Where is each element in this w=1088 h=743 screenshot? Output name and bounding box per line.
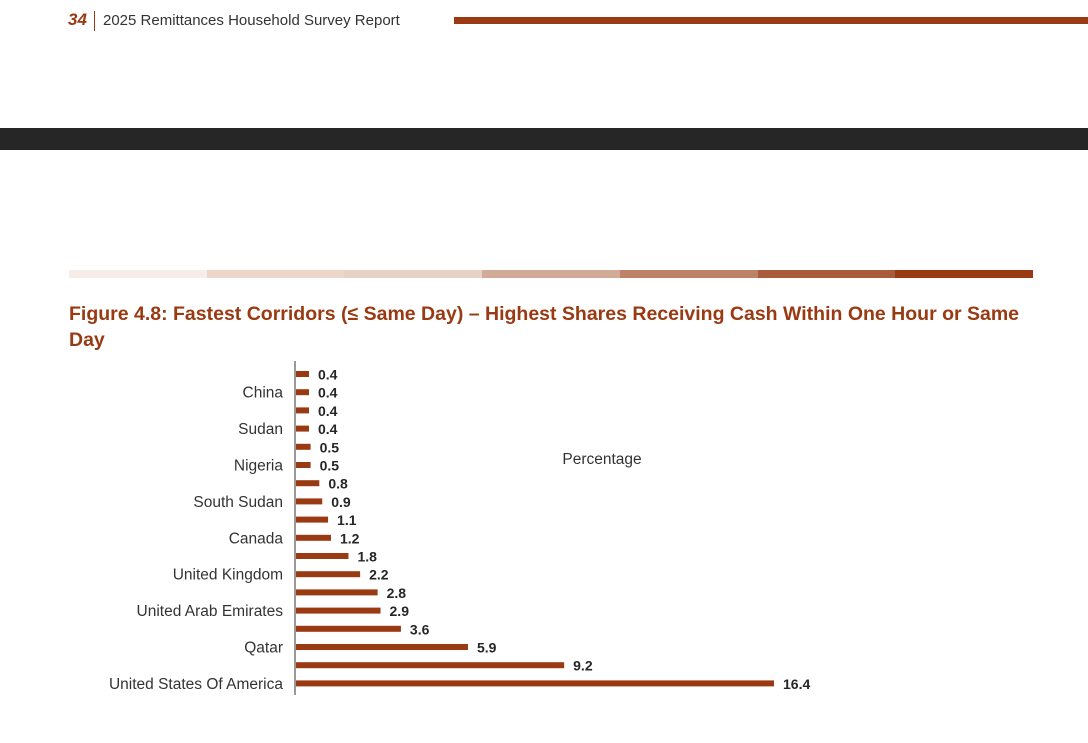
bar bbox=[296, 662, 565, 669]
bar bbox=[296, 480, 320, 487]
bar bbox=[296, 589, 378, 596]
bar bbox=[296, 534, 331, 541]
category-label: United Arab Emirates bbox=[137, 603, 284, 620]
category-label: Canada bbox=[229, 530, 284, 547]
header-separator bbox=[94, 11, 95, 31]
gradient-segment bbox=[895, 270, 1034, 278]
category-label: Sudan bbox=[238, 421, 283, 438]
bar bbox=[296, 571, 361, 578]
data-label: 0.5 bbox=[320, 458, 340, 474]
bar bbox=[296, 625, 401, 632]
data-label: 5.9 bbox=[477, 640, 497, 656]
bar bbox=[296, 644, 468, 650]
dark-band bbox=[0, 128, 1088, 150]
category-label: United States Of America bbox=[109, 676, 283, 693]
data-label: 0.5 bbox=[320, 439, 340, 455]
bar bbox=[296, 498, 323, 505]
category-label: Nigeria bbox=[234, 458, 283, 475]
data-label: 16.4 bbox=[783, 676, 810, 692]
data-label: 2.8 bbox=[387, 585, 407, 601]
category-label: China bbox=[243, 385, 284, 402]
data-label: 9.2 bbox=[573, 658, 593, 674]
bar bbox=[296, 516, 329, 523]
bar bbox=[296, 462, 311, 468]
bar bbox=[296, 389, 309, 396]
data-label: 0.9 bbox=[331, 494, 351, 510]
bar bbox=[296, 425, 309, 432]
data-label: 1.2 bbox=[340, 530, 360, 546]
bar-chart: 0.4 0.4 China 0.4 0.4 Sudan 0.5 0.5 Nigeria 0.8 0.… bbox=[109, 361, 810, 695]
report-title: 2025 Remittances Household Survey Report bbox=[103, 12, 400, 29]
gradient-segment bbox=[344, 270, 483, 278]
gradient-segment bbox=[757, 270, 896, 278]
data-label: 0.4 bbox=[318, 421, 338, 437]
bar bbox=[296, 680, 774, 687]
gradient-segment bbox=[206, 270, 345, 278]
data-label: 1.8 bbox=[357, 549, 377, 565]
data-label: 3.6 bbox=[410, 621, 430, 637]
page-number: 34 bbox=[68, 10, 87, 29]
data-label: 2.2 bbox=[369, 567, 389, 583]
gradient-segment bbox=[619, 270, 758, 278]
gradient-segment bbox=[69, 270, 207, 278]
header-rule bbox=[454, 17, 1088, 24]
category-label: United Kingdom bbox=[173, 567, 283, 584]
bar bbox=[296, 407, 309, 414]
gradient-bar bbox=[69, 270, 1034, 278]
bar bbox=[296, 371, 309, 377]
x-axis-title: Percentage bbox=[562, 451, 641, 468]
category-label: Qatar bbox=[244, 640, 283, 657]
bar bbox=[296, 607, 381, 614]
figure-title: Figure 4.8: Fastest Corridors (≤ Same Da… bbox=[69, 303, 1020, 351]
data-label: 1.1 bbox=[337, 512, 357, 528]
data-label: 0.4 bbox=[318, 403, 338, 419]
gradient-segment bbox=[482, 270, 620, 278]
data-label: 0.4 bbox=[318, 385, 338, 401]
data-label: 0.8 bbox=[328, 476, 348, 492]
category-label: South Sudan bbox=[193, 494, 283, 511]
data-label: 0.4 bbox=[318, 367, 338, 383]
data-label: 2.9 bbox=[390, 603, 410, 619]
bar bbox=[296, 553, 349, 559]
bar bbox=[296, 443, 311, 450]
